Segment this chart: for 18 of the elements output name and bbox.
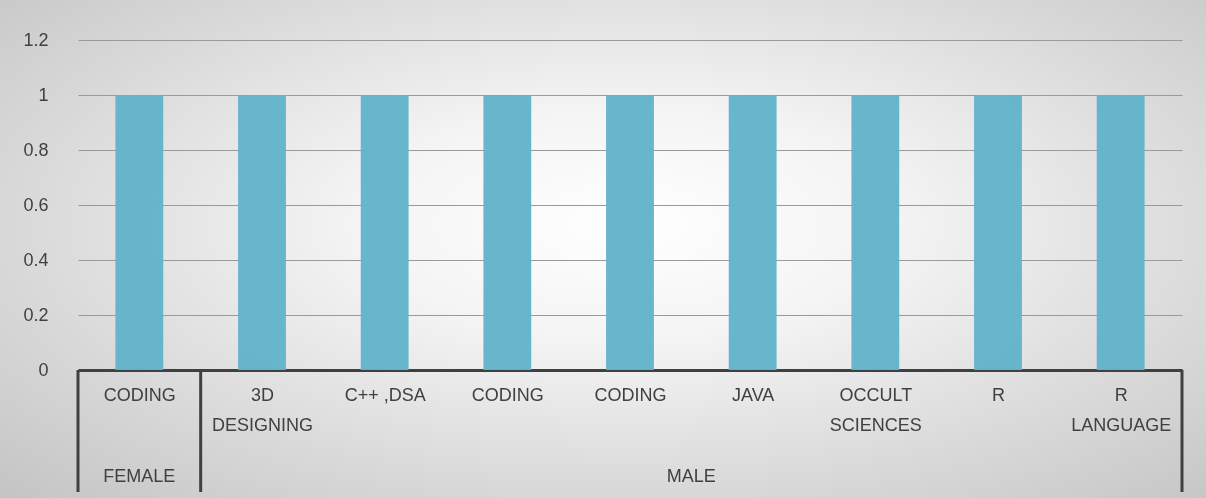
- y-tick-label: 0.4: [23, 249, 49, 270]
- y-tick-label: 1.2: [23, 29, 49, 50]
- x-tick-label: R LANGUAGE: [1071, 384, 1172, 435]
- x-tick-label: CODING: [103, 384, 176, 405]
- y-tick-label: 0: [38, 359, 49, 380]
- text: MALE: [666, 466, 716, 486]
- x-tick-label: 3D DESIGNING: [211, 384, 314, 435]
- y-tick-label: 0.8: [23, 139, 49, 160]
- x-tick-label: R: [992, 384, 1005, 405]
- x-tick-label: JAVA: [731, 384, 775, 405]
- x-tick-label: CODING: [471, 384, 544, 405]
- x-tick-label: C++ ,DSA: [344, 384, 426, 405]
- y-tick-label: 1: [38, 84, 49, 105]
- x-tick-label: OCCULT SCIENCES: [829, 384, 922, 435]
- y-tick-label: 0.6: [23, 194, 49, 215]
- text: FEMALE: [103, 466, 176, 486]
- y-tick-label: 0.2: [23, 304, 49, 325]
- x-tick-label: CODING: [594, 384, 667, 405]
